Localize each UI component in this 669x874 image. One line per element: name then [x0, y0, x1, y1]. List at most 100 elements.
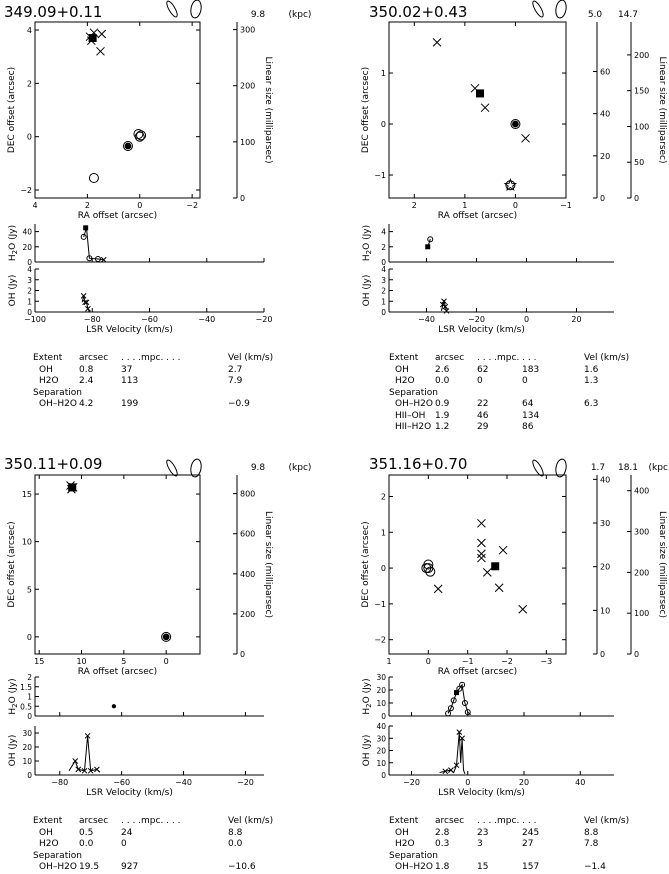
map-point-circle	[421, 563, 432, 574]
table-header-cell: . . . .mpc. . . .	[121, 353, 181, 363]
spectrum-marker-circle	[86, 255, 93, 262]
beam-ellipse-h2o	[190, 458, 202, 478]
spectrum-ytick-label: 40	[376, 722, 386, 731]
separation-row: OH–H2O 4.2 199 −0.9	[33, 399, 250, 411]
table-header-cell: Vel (km/s)	[584, 353, 630, 363]
map-point-circle	[133, 129, 144, 139]
h2o-ylabel: H2O (Jy)	[362, 225, 373, 261]
map-ytick-label: 1	[381, 69, 386, 78]
table-cell: 0.8	[79, 364, 94, 375]
map-point-x	[518, 604, 528, 614]
table-header-cell: . . . .mpc. . . .	[121, 816, 181, 826]
scale-label: Linear size (milliparsec)	[263, 511, 273, 618]
table-cell: 183	[522, 364, 540, 375]
scale-label: Linear size (milliparsec)	[657, 56, 667, 163]
map-ytick-label: 4	[27, 26, 32, 35]
spectrum-ytick-label: 10	[376, 699, 386, 708]
distance-kpc: 5.0	[588, 10, 603, 20]
map-ylabel: DEC offset (arcsec)	[7, 521, 17, 607]
map-xtick-label: 0	[137, 201, 142, 210]
spectrum-ytick-label: 0	[27, 712, 32, 721]
table-cell: OH–H2O	[395, 399, 433, 409]
table-header-cell: . . . .mpc. . . .	[477, 353, 537, 363]
map-point-x	[521, 133, 530, 143]
table-cell: 1.3	[584, 376, 599, 386]
table-cell: 927	[121, 862, 139, 872]
scale-tick-label: 800	[240, 490, 255, 499]
table-header-cell: arcsec	[435, 816, 465, 826]
spectrum-ytick-label: 20	[22, 743, 32, 752]
table-cell: 8.8	[228, 827, 243, 838]
map-point-circle	[505, 180, 516, 191]
spectrum-ytick-label: 4	[27, 265, 32, 274]
map-xtick-label: 2	[85, 201, 90, 210]
spectrum-marker-circle	[427, 236, 434, 243]
scale-tick-label: 40	[600, 475, 610, 484]
table-header-cell: arcsec	[79, 816, 109, 826]
spectrum-ytick-label: 0	[27, 771, 32, 780]
scale-tick-label: 200	[634, 51, 649, 60]
spectrum-marker-circle	[447, 705, 454, 712]
map-ytick-label: 15	[22, 490, 32, 499]
map-ytick-label: 0	[381, 120, 386, 129]
separation-row: OH–H2O 0.9 22 64 6.3	[389, 399, 598, 411]
panel-title: 350.02+0.43	[369, 3, 467, 21]
spectrum-ytick-label: 20	[376, 686, 386, 695]
map-point-x	[480, 103, 490, 113]
table-cell: H2O	[39, 376, 59, 386]
scale-tick-label: 200	[240, 82, 255, 91]
map-xtick-label: 10	[76, 657, 86, 666]
map-point-x	[477, 538, 486, 548]
table-row: H2O 0.3 3 27 7.8	[389, 839, 598, 851]
table-row: H2O 0.0 0 0 1.3	[389, 376, 598, 388]
table-cell: −10.6	[228, 862, 256, 872]
velocity-tick-label: −80	[51, 778, 68, 787]
oh-ylabel: OH (Jy)	[362, 735, 372, 767]
spectrum-marker-dot	[111, 704, 117, 709]
table-row: OH 0.8 37 2.7	[33, 364, 242, 377]
table-cell: 2.6	[435, 364, 450, 375]
spectrum-line	[83, 227, 104, 261]
table-cell: OH	[39, 364, 53, 375]
table-cell: H2O	[395, 376, 415, 386]
map-frame	[388, 21, 567, 199]
spectrum-marker-circle	[464, 709, 471, 716]
table-cell: 23	[477, 827, 489, 838]
map-point-x	[482, 568, 492, 577]
map-point-dot	[124, 142, 132, 150]
map-ytick-label: −2	[20, 186, 32, 195]
separation-label: Separation	[389, 387, 438, 398]
map-point-dot	[162, 633, 170, 641]
beam-ellipse-oh	[166, 0, 178, 18]
table-cell: 24	[121, 827, 133, 838]
map-ytick-label: 1	[381, 528, 386, 537]
scale-tick-label: 10	[600, 606, 610, 615]
extent-table: Extent arcsec. . . .mpc. . . . Vel (km/s) O…	[33, 353, 273, 411]
spectrum-marker-x	[443, 308, 450, 314]
table-header-cell: Vel (km/s)	[228, 816, 274, 826]
kpc-label: (kpc)	[289, 10, 312, 20]
separation-label: Separation	[389, 850, 438, 861]
spectrum-marker-circle	[459, 681, 466, 688]
table-cell: OH–H2O	[39, 862, 77, 872]
velocity-xlabel: LSR Velocity (km/s)	[438, 325, 525, 335]
map-xtick-label: 5	[121, 657, 126, 666]
map-xlabel: RA offset (arcsec)	[78, 211, 157, 221]
spectrum-marker-x	[456, 729, 463, 735]
map-ylabel: DEC offset (arcsec)	[7, 67, 17, 153]
map-frame	[34, 474, 201, 655]
map-xtick-label: 15	[34, 657, 44, 666]
separation-row: HII–OH 1.9 46 134	[389, 411, 539, 423]
table-header: Extent arcsec . . . .mpc. . . . Vel (km/s)	[389, 353, 629, 365]
spectrum-ytick-label: 2	[381, 243, 386, 252]
velocity-xlabel: LSR Velocity (km/s)	[86, 325, 173, 335]
beam-ellipse-h2o	[555, 458, 567, 478]
map-xtick-label: 1	[386, 657, 391, 666]
extent-table: Extent arcsec. . . .mpc. . . . Vel (km/s) O…	[389, 816, 629, 874]
spectrum-ytick-label: 30	[22, 729, 32, 738]
spectrum-marker-x	[94, 766, 100, 773]
scale-tick-label: 0	[634, 650, 639, 659]
map-frame	[34, 21, 201, 199]
